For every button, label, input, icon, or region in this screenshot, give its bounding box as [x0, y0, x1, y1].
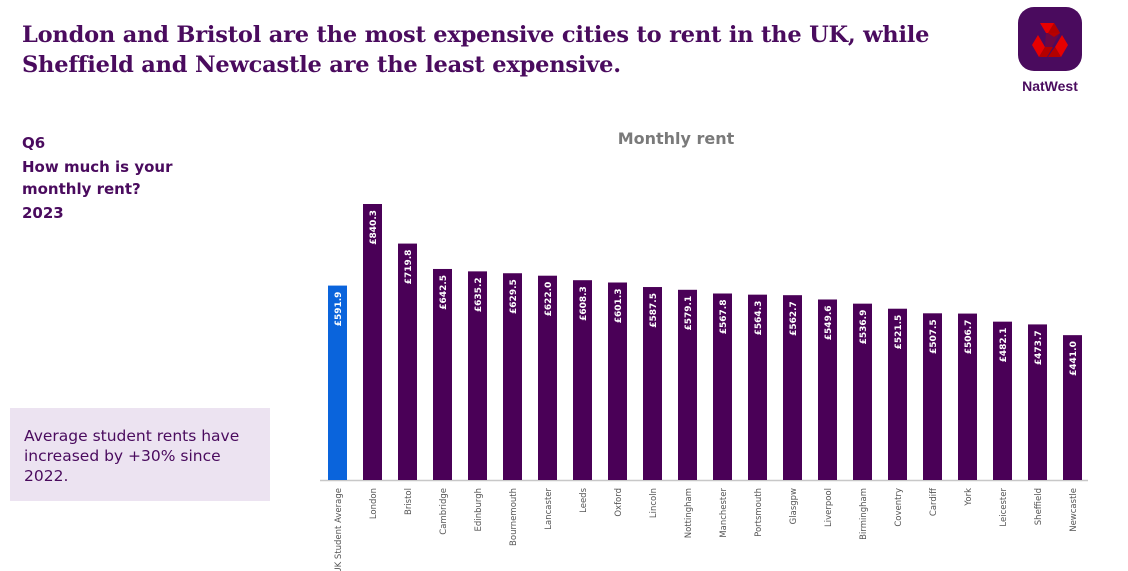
tick-label: Birmingham [859, 488, 869, 540]
tick-labels-group: UK Student Average London Bristol Cambridge… [334, 487, 1079, 571]
tick-label: Coventry [894, 488, 904, 527]
bar-glasgpw [783, 295, 802, 480]
tick-label: Nottingham [684, 488, 694, 538]
bar-liverpool [818, 299, 837, 480]
tick-label: Cambridge [439, 488, 449, 535]
data-label: £567.8 [719, 300, 729, 335]
callout-text: Average student rents have increased by … [24, 427, 240, 485]
bar-coventry [888, 308, 907, 480]
data-label: £506.7 [964, 320, 974, 355]
data-label: £441.0 [1069, 341, 1079, 376]
bar-oxford [608, 282, 627, 480]
bar-london [363, 204, 382, 480]
tick-label: Cardiff [929, 487, 939, 516]
bar-uk-student-average [328, 285, 347, 480]
tick-label: Sheffield [1034, 488, 1044, 525]
tick-label: Newcastle [1069, 488, 1079, 532]
natwest-logo-icon [1018, 7, 1082, 71]
bar-cardiff [923, 313, 942, 480]
bar-lincoln [643, 287, 662, 480]
data-label: £591.9 [334, 292, 344, 327]
data-label: £536.9 [859, 310, 869, 345]
data-labels-group: £591.9 £840.3 £719.8 £642.5 £635.2 £629.5 £622… [334, 210, 1079, 376]
data-label: £608.3 [579, 286, 589, 321]
question-year: 2023 [22, 204, 64, 222]
callout-box: Average student rents have increased by … [10, 408, 270, 501]
data-label: £549.6 [824, 305, 834, 340]
tick-label: Lancaster [544, 487, 554, 529]
question-block: Q6 How much is your monthly rent? 2023 [22, 132, 212, 224]
bar-leicester [993, 321, 1012, 480]
tick-label: Lincoln [649, 488, 659, 518]
bar-york [958, 313, 977, 480]
tick-label: York [964, 488, 974, 507]
tick-label: Portsmouth [754, 488, 764, 537]
tick-label: Leicester [999, 488, 1009, 527]
headline: London and Bristol are the most expensiv… [22, 20, 1002, 80]
data-label: £840.3 [369, 210, 379, 245]
data-label: £719.8 [404, 250, 414, 285]
question-text: How much is your monthly rent? [22, 158, 173, 198]
tick-label: Bournemouth [509, 488, 519, 546]
headline-line-2: Sheffield and Newcastle are the least ex… [22, 52, 621, 78]
data-label: £482.1 [999, 328, 1009, 363]
bar-bournemouth [503, 273, 522, 480]
bar-bristol [398, 243, 417, 480]
question-code: Q6 [22, 134, 46, 152]
bar-cambridge [433, 268, 452, 480]
data-label: £587.5 [649, 293, 659, 328]
data-label: £473.7 [1034, 330, 1044, 365]
tick-label: Manchester [719, 488, 729, 538]
data-label: £601.3 [614, 289, 624, 324]
data-label: £564.3 [754, 301, 764, 336]
tick-label: Glasgpw [789, 488, 799, 524]
data-label: £521.5 [894, 315, 904, 350]
bar-nottingham [678, 289, 697, 480]
tick-label: Edinburgh [474, 488, 484, 531]
chart-title: Monthly rent [617, 129, 735, 148]
bar-manchester [713, 293, 732, 480]
bar-leeds [573, 280, 592, 480]
bar-lancaster [538, 275, 557, 480]
bar-sheffield [1028, 324, 1047, 480]
natwest-cubes-icon [1032, 23, 1068, 57]
tick-label: Liverpool [824, 488, 834, 527]
bar-newcastle [1063, 335, 1082, 480]
data-label: £635.2 [474, 277, 484, 312]
tick-label: UK Student Average [334, 488, 344, 571]
tick-label: Leeds [579, 487, 589, 512]
data-label: £562.7 [789, 301, 799, 336]
tick-label: London [369, 488, 379, 519]
bars-group [328, 204, 1082, 480]
bar-portsmouth [748, 294, 767, 480]
data-label: £622.0 [544, 282, 554, 317]
bar-edinburgh [468, 271, 487, 480]
data-label: £579.1 [684, 296, 694, 331]
data-label: £507.5 [929, 319, 939, 354]
tick-label: Oxford [614, 488, 624, 517]
bar-birmingham [853, 303, 872, 480]
brand-name: NatWest [1022, 78, 1078, 94]
tick-label: Bristol [404, 488, 414, 515]
data-label: £642.5 [439, 275, 449, 310]
headline-line-1: London and Bristol are the most expensiv… [22, 22, 930, 48]
data-label: £629.5 [509, 279, 519, 314]
